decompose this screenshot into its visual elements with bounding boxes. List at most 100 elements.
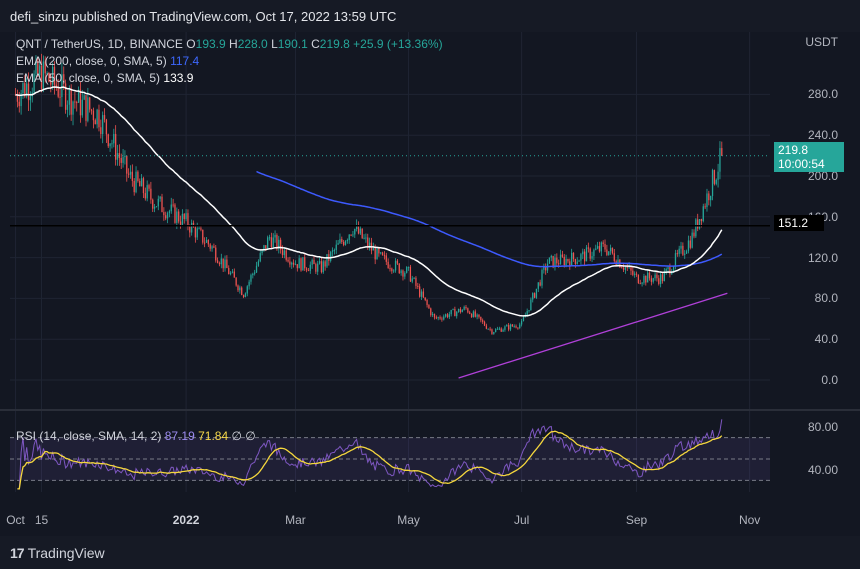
candle-body	[181, 213, 184, 225]
candle-body	[628, 266, 630, 268]
candle-body	[634, 273, 636, 275]
candle-body	[372, 247, 374, 251]
candle-body	[470, 313, 473, 318]
candle-body	[261, 249, 263, 254]
candle-body	[53, 66, 56, 85]
time-tick-label: Mar	[285, 513, 306, 527]
candle-body	[543, 266, 545, 270]
candle-body	[289, 261, 291, 265]
candle-body	[674, 253, 677, 267]
candle-body	[541, 269, 543, 286]
candle-body	[700, 219, 703, 222]
candle-body	[446, 314, 449, 318]
candle-body	[602, 242, 604, 244]
candle-body	[133, 180, 135, 193]
candle-body	[96, 109, 98, 125]
candle-body	[439, 317, 441, 319]
candle-body	[55, 84, 57, 88]
candle-body	[465, 306, 467, 309]
candle-body	[200, 228, 202, 230]
candle-body	[14, 94, 17, 96]
candle-body	[647, 272, 649, 283]
candle-body	[643, 276, 645, 283]
candle-body	[398, 263, 400, 274]
candle-body	[587, 247, 589, 249]
candle-body	[61, 74, 63, 98]
candle-body	[89, 97, 91, 110]
chart-frame[interactable]: QNT / TetherUS, 1D, BINANCE O193.9 H228.…	[0, 32, 860, 536]
chart-canvas[interactable]	[0, 32, 860, 536]
ema50-legend[interactable]: EMA (50, close, 0, SMA, 5) 133.9	[16, 71, 194, 85]
candle-body	[507, 325, 510, 330]
candle-body	[383, 255, 386, 257]
candle-body	[363, 237, 365, 239]
candle-body	[337, 243, 339, 245]
tradingview-logo[interactable]: 17 TradingView	[10, 545, 105, 561]
candle-body	[596, 246, 599, 249]
candle-body	[539, 282, 541, 286]
candle-body	[695, 219, 697, 237]
candle-body	[77, 89, 80, 103]
candle-body	[626, 267, 628, 269]
grid	[0, 32, 860, 492]
candle-body	[380, 252, 382, 254]
candle-body	[159, 196, 161, 199]
symbol-label[interactable]: QNT / TetherUS, 1D, BINANCE	[16, 37, 183, 51]
candle-body	[456, 311, 458, 317]
candle-body	[344, 241, 347, 245]
candle-body	[504, 326, 506, 330]
candle-body	[658, 278, 660, 284]
candle-body	[376, 248, 378, 260]
candle-body	[680, 245, 682, 249]
candle-body	[389, 268, 391, 270]
candle-body	[558, 263, 560, 265]
candle-body	[135, 171, 137, 193]
ema200-legend[interactable]: EMA (200, close, 0, SMA, 5) 117.4	[16, 54, 200, 68]
candle-body	[721, 148, 723, 156]
candle-body	[517, 327, 519, 329]
open-value: 193.9	[195, 37, 226, 51]
candle-body	[105, 119, 108, 135]
candle-body	[357, 225, 360, 234]
trendline	[458, 292, 728, 379]
candle-body	[59, 96, 61, 98]
candle-body	[324, 261, 326, 267]
candle-body	[645, 276, 647, 283]
candle-body	[150, 188, 152, 200]
candle-body	[411, 278, 413, 282]
candle-body	[153, 206, 156, 209]
published-line: defi_sinzu published on TradingView.com,…	[10, 8, 397, 24]
brand-name: TradingView	[27, 544, 105, 561]
candle-body	[35, 60, 37, 74]
rsi-legend[interactable]: RSI (14, close, SMA, 14, 2) 87.19 71.84 …	[16, 429, 256, 443]
candle-body	[533, 293, 536, 298]
candle-body	[426, 300, 428, 305]
candle-body	[535, 288, 538, 298]
candle-body	[124, 155, 126, 158]
candle-body	[409, 266, 412, 282]
candle-body	[202, 229, 204, 243]
candle-body	[102, 115, 104, 135]
candle-body	[632, 270, 634, 275]
overlays	[10, 86, 770, 490]
candle-body	[283, 250, 285, 256]
level-badge: 151.2	[774, 215, 824, 231]
candle-body	[226, 259, 228, 269]
candle-body	[111, 143, 113, 145]
candle-body	[40, 65, 43, 90]
candle-body	[563, 256, 565, 266]
candle-body	[298, 258, 300, 269]
candle-body	[107, 134, 109, 147]
candle-body	[267, 237, 269, 249]
publish-header: defi_sinzu published on TradingView.com,…	[0, 0, 860, 32]
candle-body	[118, 153, 121, 158]
rsi-line	[17, 419, 723, 490]
candle-body	[530, 299, 532, 311]
candle-body	[513, 326, 515, 328]
candle-body	[57, 87, 59, 97]
candle-body	[224, 259, 226, 269]
candle-body	[350, 234, 352, 236]
candle-body	[685, 251, 688, 254]
candle-body	[430, 308, 432, 316]
candle-body	[183, 213, 185, 220]
